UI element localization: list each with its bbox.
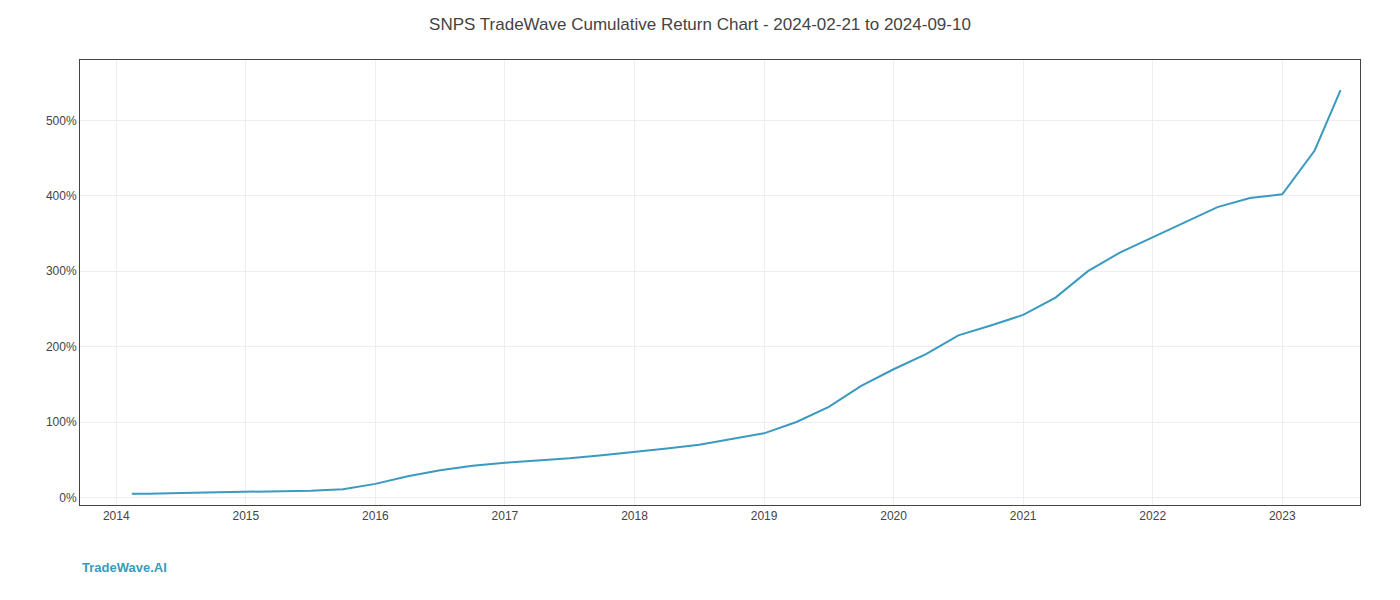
svg-text:2020: 2020 [880,509,907,523]
svg-text:300%: 300% [46,264,77,278]
svg-text:400%: 400% [46,189,77,203]
svg-text:2014: 2014 [103,509,130,523]
svg-text:100%: 100% [46,415,77,429]
svg-text:2017: 2017 [492,509,519,523]
svg-text:500%: 500% [46,114,77,128]
svg-text:2023: 2023 [1269,509,1296,523]
svg-text:200%: 200% [46,340,77,354]
svg-text:2021: 2021 [1010,509,1037,523]
svg-text:2019: 2019 [751,509,778,523]
svg-text:2015: 2015 [232,509,259,523]
svg-text:SNPS TradeWave Cumulative Retu: SNPS TradeWave Cumulative Return Chart -… [429,15,971,34]
svg-text:0%: 0% [59,491,77,505]
svg-text:2022: 2022 [1139,509,1166,523]
svg-text:TradeWave.AI: TradeWave.AI [82,560,167,575]
svg-text:2016: 2016 [362,509,389,523]
svg-text:2018: 2018 [621,509,648,523]
